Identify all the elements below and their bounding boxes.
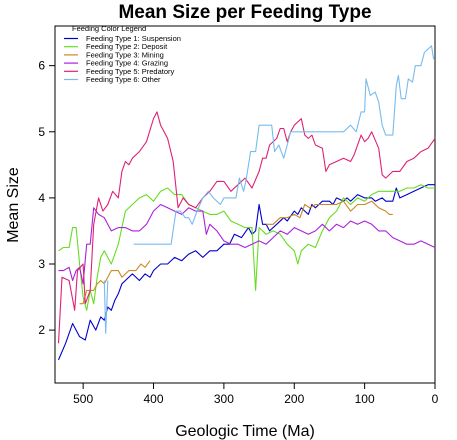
plot-frame [54,25,436,384]
chart-title: Mean Size per Feeding Type [118,2,371,23]
y-tick-label-2: 3 [38,257,45,271]
legend-entry-3: Feeding Type 3: Mining [86,50,164,59]
series-line-7 [133,45,435,245]
series-line-2 [58,184,435,311]
x-tick-label-3: 300 [214,392,234,406]
legend-entry-5: Feeding Type 5: Predatory [86,67,174,76]
legend-entry-4: Feeding Type 4: Grazing [86,59,168,68]
legend-entry-1: Feeding Type 1: Suspension [86,34,181,43]
x-axis-label: Geologic Time (Ma) [175,423,315,440]
legend-entry-6: Feeding Type 6: Other [86,75,161,84]
y-tick-label-4: 5 [38,125,45,139]
series-line-8 [103,280,109,334]
series-line-6 [57,111,436,344]
series-line-4 [266,200,393,225]
y-axis: 2 3 4 5 6 [38,59,55,337]
x-tick-label-2: 400 [144,392,164,406]
legend: Feeding Color Legend Feeding Type 1: Sus… [64,24,181,84]
legend-title: Feeding Color Legend [72,24,146,33]
x-tick-label-5: 100 [355,392,375,406]
x-tick-label-1: 500 [73,392,93,406]
y-tick-label-3: 4 [38,191,45,205]
x-tick-label-4: 200 [284,392,304,406]
legend-entry-2: Feeding Type 2: Deposit [86,42,168,51]
series-group [57,45,436,361]
x-tick-label-6: 0 [432,392,439,406]
series-line-1 [57,184,435,361]
y-axis-label: Mean Size [5,167,22,243]
y-tick-label-1: 2 [38,323,45,337]
x-axis: 500 400 300 200 100 0 [73,383,439,406]
y-tick-label-5: 6 [38,59,45,73]
series-line-5 [58,203,436,285]
